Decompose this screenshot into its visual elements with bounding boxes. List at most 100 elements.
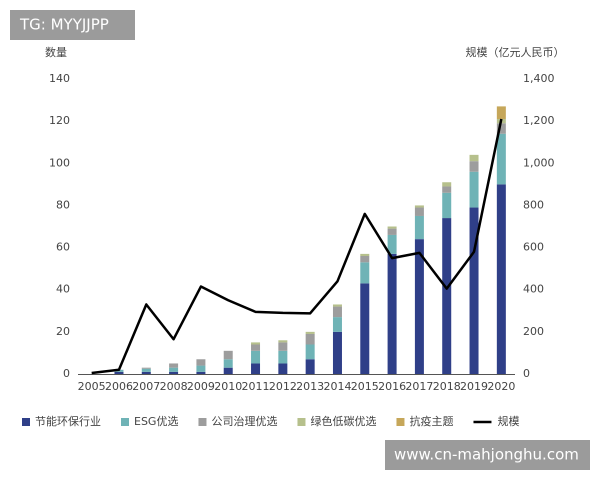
- bar-segment: [496, 184, 506, 374]
- bar-segment: [442, 218, 452, 374]
- y2-tick-label: 1,000: [523, 156, 555, 169]
- x-tick-label: 2005: [78, 380, 106, 393]
- y-tick-label: 40: [56, 283, 70, 296]
- bar-segment: [496, 123, 506, 134]
- bar-segment: [169, 371, 179, 374]
- bar-segment: [196, 371, 206, 374]
- legend-label: 绿色低碳优选: [310, 414, 376, 428]
- legend-swatch: [121, 418, 129, 426]
- bar-segment: [141, 371, 151, 374]
- bar-segment: [251, 363, 261, 374]
- bar-segment: [414, 205, 424, 208]
- line: [91, 118, 503, 375]
- bar-segment: [414, 207, 424, 216]
- y-tick-label: 0: [63, 367, 70, 380]
- bar-segment: [360, 253, 370, 256]
- bar-segment: [251, 342, 261, 345]
- bar-segment: [141, 367, 151, 369]
- bar-segment: [305, 344, 315, 360]
- bar-segment: [469, 154, 479, 162]
- bar-segment: [223, 359, 233, 368]
- bar-segment: [332, 317, 342, 332]
- bar-segment: [305, 333, 315, 345]
- legend-label: 节能环保行业: [35, 414, 101, 428]
- bar-segment: [442, 186, 452, 193]
- bar-segment: [469, 161, 479, 172]
- watermark: TG: MYYJJPP: [19, 16, 109, 34]
- bar-segment: [251, 350, 261, 364]
- x-tick-label: 2019: [460, 380, 488, 393]
- x-tick-label: 2009: [187, 380, 215, 393]
- x-tick-label: 2018: [433, 380, 461, 393]
- legend-swatch: [297, 418, 306, 426]
- x-tick-label: 2011: [242, 380, 270, 393]
- x-tick-label: 2015: [351, 380, 379, 393]
- bar-segment: [387, 234, 397, 254]
- bar-segment: [332, 331, 342, 374]
- y-tick-label: 60: [56, 241, 70, 254]
- legend-swatch: [396, 418, 405, 426]
- bar-segment: [223, 350, 233, 360]
- y-tick-label: 140: [49, 72, 70, 85]
- y2-axis-label: 规模（亿元人民币）: [466, 45, 565, 59]
- bar-segment: [169, 367, 179, 372]
- bar-segment: [360, 262, 370, 284]
- bar-segment: [141, 368, 151, 372]
- watermark: www.cn-mahjonghu.com: [394, 446, 579, 464]
- bar-segment: [278, 363, 288, 374]
- x-tick-label: 2007: [132, 380, 160, 393]
- legend-label: 抗疫主题: [409, 414, 453, 428]
- legend-label: 公司治理优选: [211, 414, 277, 428]
- y2-tick-label: 200: [523, 325, 544, 338]
- bar-segment: [442, 192, 452, 219]
- x-tick-label: 2014: [323, 380, 351, 393]
- legend: 节能环保行业 ESG优选 公司治理优选 绿色低碳优选 抗疫主题 规模: [22, 414, 519, 428]
- y-tick-label: 120: [49, 114, 70, 127]
- bar-segment: [360, 283, 370, 374]
- bar-segment: [251, 344, 261, 351]
- bar-segment: [414, 215, 424, 240]
- x-tick-label: 2006: [105, 380, 133, 393]
- bar-segment: [196, 359, 206, 366]
- bar-segment: [496, 133, 506, 185]
- y2-tick-label: 800: [523, 198, 544, 211]
- x-tick-label: 2017: [405, 380, 433, 393]
- bar-segment: [469, 171, 479, 208]
- bar-segment: [278, 342, 288, 351]
- watermark-box: [385, 440, 590, 470]
- y2-tick-label: 600: [523, 241, 544, 254]
- y-tick-label: 100: [49, 156, 70, 169]
- bar-segment: [332, 306, 342, 318]
- x-tick-label: 2016: [378, 380, 406, 393]
- bar-segment: [223, 367, 233, 374]
- plot: 0 20 40 60 80 100 120 140 0 200 400 600 800 1,000 1,20…: [49, 72, 555, 393]
- x-tick-label: 2010: [214, 380, 242, 393]
- y2-tick-label: 1,400: [523, 72, 555, 85]
- bar-segment: [360, 256, 370, 263]
- bar-segment: [387, 226, 397, 229]
- x-tick-label: 2020: [487, 380, 515, 393]
- legend-swatch: [198, 418, 207, 426]
- x-tick-label: 2012: [269, 380, 297, 393]
- y-axis-label: 数量: [45, 46, 67, 59]
- legend-label: ESG优选: [134, 415, 178, 428]
- y2-tick-label: 1,200: [523, 114, 555, 127]
- bar-segment: [442, 182, 452, 187]
- y2-tick-label: 0: [523, 367, 530, 380]
- bar-segment: [278, 350, 288, 364]
- bar-segment: [496, 106, 506, 120]
- x-tick-label: 2008: [160, 380, 188, 393]
- bar-segment: [332, 304, 342, 307]
- bar-segment: [387, 228, 397, 235]
- x-tick-label: 2013: [296, 380, 324, 393]
- bar-segment: [387, 253, 397, 374]
- bar-segment: [114, 371, 124, 374]
- watermark-box: [10, 10, 135, 40]
- bar-segment: [278, 340, 288, 343]
- y-tick-label: 80: [56, 198, 70, 211]
- y-tick-label: 20: [56, 325, 70, 338]
- bar-segment: [305, 331, 315, 334]
- legend-swatch: [22, 418, 30, 426]
